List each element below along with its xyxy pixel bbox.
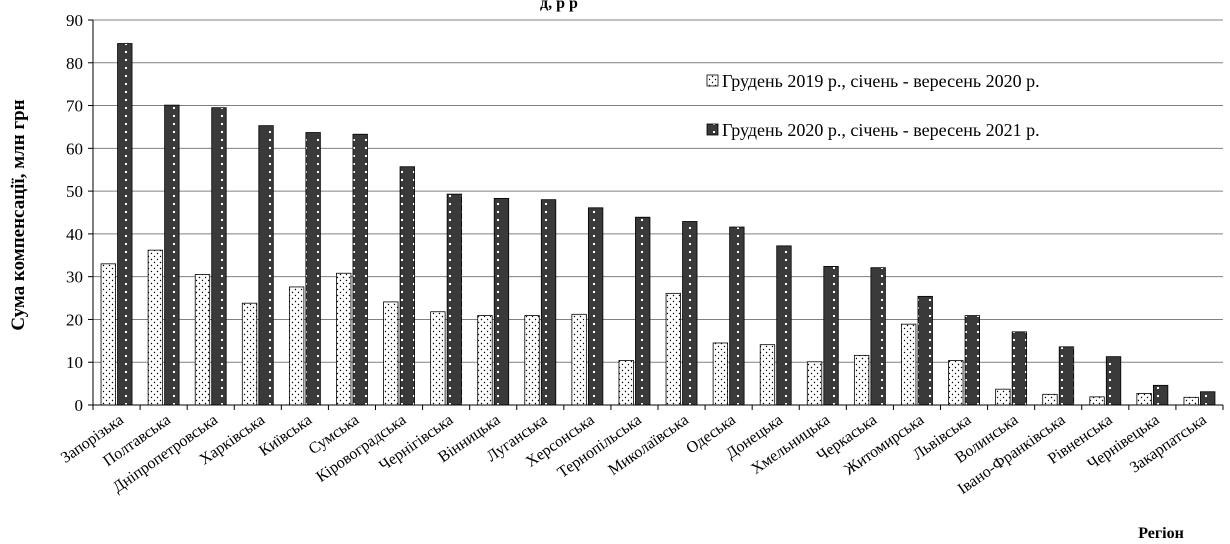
y-tick-label: 50 xyxy=(66,182,83,201)
bar-series-1 xyxy=(430,311,446,406)
bar-series-1 xyxy=(1183,396,1199,406)
legend-label-series-1: Грудень 2019 р., січень - вересень 2020 … xyxy=(722,71,1040,91)
bar-series-1 xyxy=(241,302,258,406)
bar-series-1 xyxy=(336,272,352,406)
legend: Грудень 2019 р., січень - вересень 2020 … xyxy=(706,71,1040,140)
bar-series-1 xyxy=(618,360,634,406)
legend-swatch-series-1 xyxy=(706,74,719,87)
bar-series-2 xyxy=(305,132,321,406)
y-tick-label: 90 xyxy=(66,11,83,30)
legend-label-series-2: Грудень 2020 р., січень - вересень 2021 … xyxy=(722,120,1040,140)
bar-series-2 xyxy=(399,166,415,406)
y-tick-label: 10 xyxy=(66,353,83,372)
bar-series-2 xyxy=(1152,384,1169,406)
bar-series-2 xyxy=(352,133,368,406)
bar-series-1 xyxy=(100,263,116,406)
x-axis: ЗапорізькаПолтавськаДніпропетровськаХарк… xyxy=(58,404,1224,498)
bar-series-2 xyxy=(917,295,933,406)
y-tick-label: 70 xyxy=(66,97,83,116)
bar-series-1 xyxy=(806,361,823,406)
bar-series-2 xyxy=(776,245,792,406)
bar-series-1 xyxy=(665,292,681,406)
gridlines xyxy=(93,19,1223,363)
bar-series-1 xyxy=(1089,396,1105,406)
bar-series-2 xyxy=(117,43,133,406)
bar-series-2 xyxy=(446,193,463,406)
bar-series-2 xyxy=(823,265,839,406)
bar-series-2 xyxy=(682,221,698,406)
bar-series-2 xyxy=(164,104,180,406)
legend-swatch-series-2 xyxy=(706,123,719,136)
bar-series-2 xyxy=(258,125,274,406)
x-tick-label: Житомирська xyxy=(841,411,927,478)
y-tick-label: 60 xyxy=(66,139,83,158)
bar-series-1 xyxy=(524,315,540,406)
y-tick-label: 20 xyxy=(66,310,83,329)
y-axis: 0 10 20 30 40 50 60 70 80 90 xyxy=(66,11,94,415)
bar-series-1 xyxy=(901,323,917,406)
bar-series-1 xyxy=(1042,393,1058,406)
bar-series-1 xyxy=(477,315,493,406)
y-axis-label: Сума компенсації, млн грн xyxy=(8,99,29,330)
bar-series-2 xyxy=(493,197,510,406)
bar-series-2 xyxy=(1058,346,1075,406)
bar-series-2 xyxy=(635,216,651,406)
bar-series-1 xyxy=(759,344,776,406)
bar-series-1 xyxy=(147,249,164,406)
y-tick-label: 80 xyxy=(66,54,83,73)
x-axis-label: Регіон xyxy=(1138,525,1184,542)
bar-series-2 xyxy=(729,226,745,406)
bar-series-2 xyxy=(587,207,604,406)
bar-series-2 xyxy=(1200,391,1216,406)
y-tick-label: 0 xyxy=(75,396,84,415)
bar-series-2 xyxy=(1011,331,1028,406)
bar-series-2 xyxy=(964,315,980,406)
bar-series-1 xyxy=(853,354,870,406)
y-tick-label: 30 xyxy=(66,268,83,287)
bar-series-2 xyxy=(540,199,557,406)
bar-series-1 xyxy=(1136,393,1152,406)
bar-series-2 xyxy=(211,107,227,406)
bar-series-1 xyxy=(288,286,305,406)
bar-series-1 xyxy=(571,313,587,406)
bar-series-1 xyxy=(995,388,1011,406)
bar-series-1 xyxy=(383,301,399,406)
bar-series-1 xyxy=(712,342,729,406)
x-tick-label: Миколаївська xyxy=(605,411,691,479)
y-tick-label: 40 xyxy=(66,225,83,244)
bar-series-1 xyxy=(948,360,964,406)
bar-series-2 xyxy=(1105,356,1122,406)
x-tick-label: Київська xyxy=(256,411,315,459)
bar-series-1 xyxy=(194,274,211,406)
chart-title-partial: д, р р xyxy=(540,0,578,12)
bars xyxy=(100,43,1216,406)
bar-series-2 xyxy=(870,267,886,406)
